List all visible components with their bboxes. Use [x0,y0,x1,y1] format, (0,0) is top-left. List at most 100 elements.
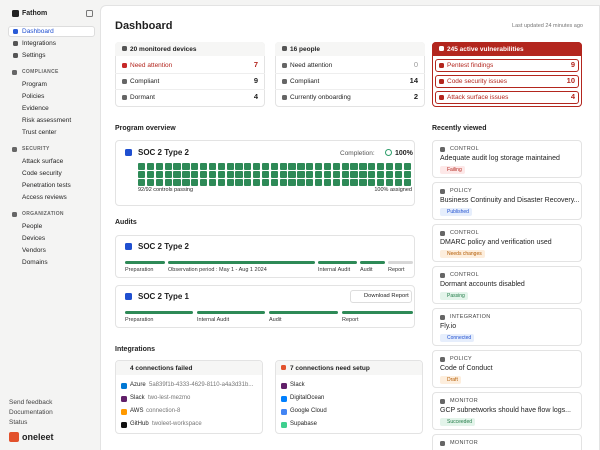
item-title[interactable]: Fly.io [440,323,457,330]
workspace-name[interactable]: Fathom [22,10,48,17]
card-header [116,361,262,375]
nav-item[interactable]: Policies [22,93,45,100]
collapse-button[interactable] [86,10,93,17]
control-square [244,179,252,186]
item-title[interactable]: DMARC policy and verification used [440,239,552,246]
audit-name[interactable]: SOC 2 Type 1 [138,292,189,301]
row-box[interactable] [435,75,579,88]
control-square [182,171,190,178]
row-divider [275,89,425,90]
control-square [199,163,208,170]
control-square [279,179,287,186]
control-square [385,171,394,178]
card-title[interactable]: 16 people [290,45,320,53]
control-square [297,179,305,186]
card-header [115,42,265,56]
footer-link[interactable]: Status [9,419,28,426]
icon [12,69,17,75]
control-square [359,163,367,170]
integration-name[interactable]: Slack [290,382,305,388]
section-title: SECURITY [22,146,50,152]
section-heading[interactable]: Integrations [115,346,156,353]
stage-bar [388,261,413,264]
row-divider [115,73,265,74]
control-square [323,179,332,186]
stage-label: Internal Audit [197,317,230,323]
nav-item[interactable]: Access reviews [22,194,67,201]
row-divider [275,73,425,74]
footer-link[interactable]: Documentation [9,409,53,416]
card-title: 7 connections need setup [290,365,370,372]
integration-name[interactable]: Supabase [290,421,318,427]
control-square [138,163,146,170]
icon [121,395,127,402]
control-square [394,163,402,170]
card-title[interactable]: 245 active vulnerabilities [447,45,524,53]
item-title[interactable]: Dormant accounts disabled [440,281,525,288]
nav-item[interactable]: Evidence [22,105,49,112]
control-square [323,171,332,178]
nav-item[interactable]: Risk assessment [22,117,72,124]
section-heading[interactable]: Program overview [115,125,176,132]
item-title[interactable]: Business Continuity and Disaster Recover… [440,197,580,204]
audit-name[interactable]: SOC 2 Type 2 [138,242,189,251]
row-box[interactable] [435,91,579,104]
icon [440,315,445,320]
control-square [279,163,287,170]
footer-link[interactable]: Send feedback [9,399,53,406]
program-name: SOC 2 Type 2 [138,148,189,157]
item-title[interactable]: Code of Conduct [440,365,493,372]
integration-name[interactable]: GitHub [130,421,149,427]
row-label: Attack surface issues [447,94,509,101]
nav-item[interactable]: Integrations [22,40,56,47]
control-square [208,171,217,178]
control-square [173,179,181,186]
nav-item[interactable]: Domains [22,259,48,266]
control-square [394,171,402,178]
integration-name[interactable]: Azure [130,382,146,388]
controls-text: 92/92 controls passing [138,187,194,193]
icon [439,63,444,68]
stage-bar [318,261,357,264]
completion-label: Completion: [340,150,375,157]
control-square [306,179,314,186]
nav-item[interactable]: Program [22,81,47,88]
integration-name[interactable]: Google Cloud [290,408,327,414]
control-square [226,179,234,186]
nav-active [8,26,95,37]
nav-item[interactable]: Vendors [22,247,46,254]
item-title[interactable]: GCP subnetworks should have flow logs... [440,407,571,414]
integration-name[interactable]: Slack [130,395,145,401]
nav-item[interactable]: Code security [22,170,62,177]
icon [121,421,127,428]
icon [281,421,287,428]
integration-name[interactable]: DigitalOcean [290,395,325,401]
stage-bar [168,261,315,264]
stage-label: Internal Audit [318,267,351,273]
control-square [191,179,199,186]
icon [12,211,17,217]
item-kind: POLICY [450,356,472,362]
control-square [403,171,411,178]
item-title[interactable]: Adequate audit log storage maintained [440,155,560,162]
integration-detail: connection-8 [146,408,181,414]
row-box[interactable] [435,59,579,72]
control-square [253,171,261,178]
nav-item[interactable]: Dashboard [22,28,54,35]
nav-item[interactable]: Attack surface [22,158,64,165]
nav-item[interactable]: Penetration tests [22,182,71,189]
download-button[interactable]: Download Report [350,290,412,303]
control-square [270,163,279,170]
card-title[interactable]: 20 monitored devices [130,45,197,53]
integration-name[interactable]: AWS [130,408,144,414]
control-square [368,179,376,186]
nav-item[interactable]: Devices [22,235,46,242]
control-square [332,179,340,186]
nav-item[interactable]: Trust center [22,129,57,136]
item-kind: INTEGRATION [450,314,491,320]
nav-item[interactable]: Settings [22,52,46,59]
control-square [164,179,172,186]
control-square [403,179,411,186]
nav-item[interactable]: People [22,223,43,230]
section-title: COMPLIANCE [22,69,59,75]
